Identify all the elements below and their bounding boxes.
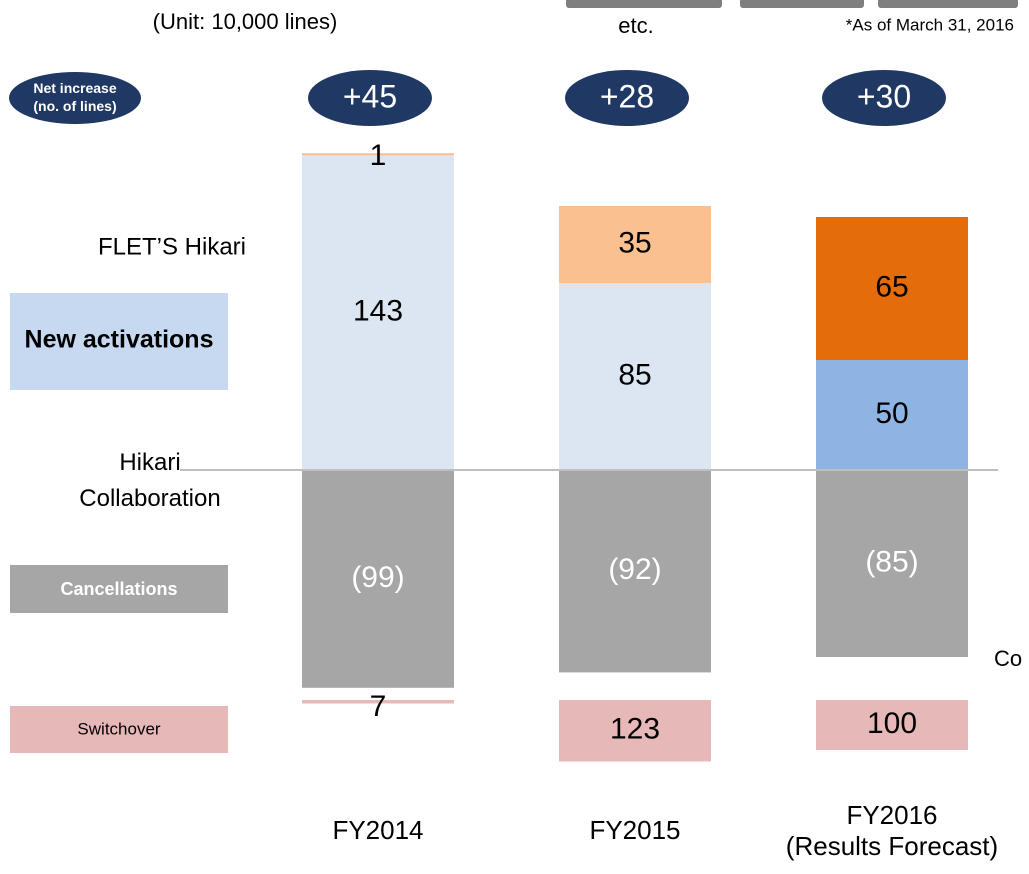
bar-segment [559,283,711,470]
legend-label: Net increase (no. of lines) [33,80,116,114]
data-label: 85 [618,358,651,391]
data-label: 143 [353,295,403,328]
legend-ellipse [9,72,141,124]
data-label: 65 [875,270,908,303]
data-label: 1 [370,139,387,172]
data-label: 35 [618,226,651,259]
top-box [740,0,864,8]
bar-segment [302,470,454,688]
top-box [566,0,722,8]
bar-segment [816,217,968,360]
legend-title: FLET’S Hikari [98,233,246,260]
data-label: (92) [608,553,661,586]
data-label: (85) [865,545,918,578]
bar-segment [302,153,454,156]
switchover-bar [302,700,454,704]
data-label: 123 [610,713,660,746]
bar-segment [302,155,454,470]
legend-box [10,293,228,390]
top-text: etc. [618,13,653,38]
bar-segment [559,470,711,673]
note: *As of March 31, 2016 [846,15,1014,34]
unit-label: (Unit: 10,000 lines) [153,9,338,34]
bar-segment [816,470,968,657]
legend-label: Cancellations [60,579,177,599]
switchover-bar [816,700,968,750]
bar-segment [559,206,711,283]
data-label: (99) [351,561,404,594]
net-increase [565,70,689,126]
net-increase [308,70,432,126]
net-increase [822,70,946,126]
x-tick-label: FY2014 [332,815,424,845]
net-label: +28 [600,78,654,114]
net-label: +30 [857,78,911,114]
legend-label: Switchover [77,719,160,738]
legend-box [10,565,228,613]
cut-text: Co [994,646,1022,671]
data-label: 50 [875,397,908,430]
data-label: 7 [370,690,387,723]
top-box [878,0,1018,8]
bar-segment [816,360,968,470]
legend-label: Hikari Collaboration [79,449,220,512]
legend-label: New activations [25,326,214,354]
net-label: +45 [343,78,397,114]
x-tick-label: FY2016 (Results Forecast) [785,800,999,861]
data-label: 100 [867,707,917,740]
x-tick-label: FY2015 [589,815,681,845]
legend-box [10,706,228,753]
switchover-bar [559,700,711,762]
